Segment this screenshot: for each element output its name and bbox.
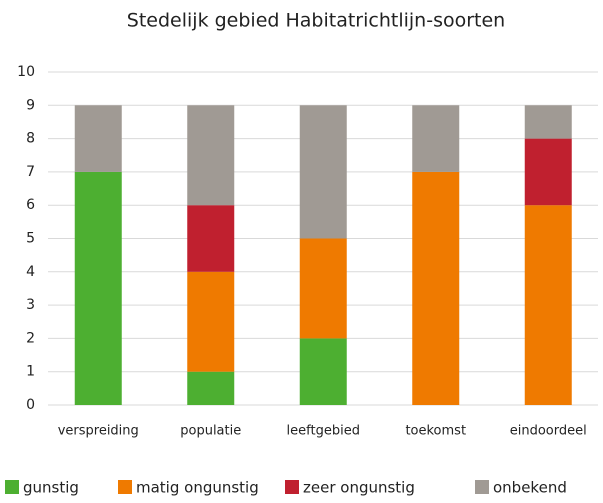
legend-swatch (118, 480, 132, 494)
bar-segment (524, 105, 572, 139)
legend-label: zeer ongunstig (303, 479, 415, 497)
bar-segment (187, 371, 235, 405)
bar-segment (187, 271, 235, 372)
y-tick-label: 9 (26, 97, 35, 113)
legend-label: matig ongunstig (136, 479, 259, 497)
y-tick-label: 10 (17, 64, 35, 80)
bar-segment (524, 138, 572, 206)
legend-swatch (475, 480, 489, 494)
legend-label: gunstig (23, 479, 79, 497)
bar-segment (412, 105, 460, 172)
y-tick-label: 8 (26, 131, 35, 147)
bar-segment (187, 205, 235, 272)
bar-segment (74, 171, 122, 405)
y-tick-label: 1 (26, 364, 35, 380)
y-tick-label: 6 (26, 197, 35, 213)
y-tick-label: 5 (26, 231, 35, 247)
y-tick-label: 0 (26, 397, 35, 413)
x-tick-label: verspreiding (58, 424, 139, 439)
x-tick-label: leeftgebied (287, 424, 360, 439)
x-tick-label: populatie (180, 424, 241, 439)
y-tick-label: 2 (26, 330, 35, 346)
x-tick-label: eindoordeel (510, 424, 587, 439)
bar-segment (412, 171, 460, 405)
bar-segment (187, 105, 235, 206)
y-tick-label: 3 (26, 297, 35, 313)
bar-segment (299, 238, 347, 339)
chart-title: Stedelijk gebied Habitatrichtlijn-soorte… (127, 10, 505, 32)
bar-segment (299, 105, 347, 239)
x-tick-label: toekomst (405, 424, 466, 439)
legend-label: onbekend (493, 479, 567, 497)
y-tick-label: 4 (26, 264, 35, 280)
bar-segment (74, 105, 122, 172)
legend-swatch (285, 480, 299, 494)
bar-segment (524, 205, 572, 405)
bar-segment (299, 338, 347, 405)
legend-swatch (5, 480, 19, 494)
y-tick-label: 7 (26, 164, 35, 180)
